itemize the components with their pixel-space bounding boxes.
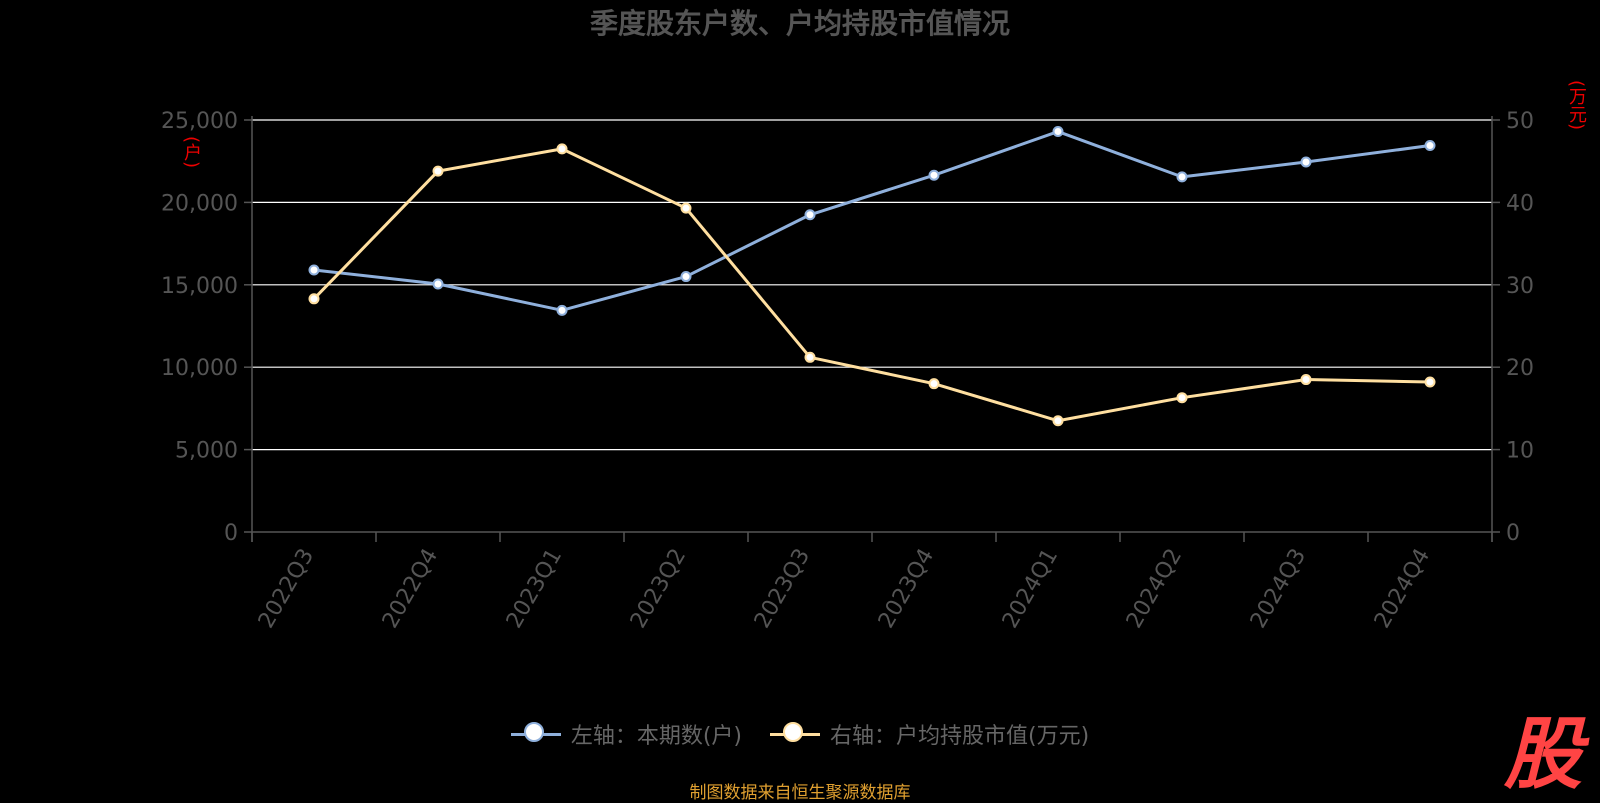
series [308,126,1436,427]
data-point-households [1176,171,1188,183]
axes: 0 5,000 10,000 15,000 20,000 25,000 0 10 20 30 40 5… [161,109,1534,633]
left-axis-unit: (户) [181,136,202,169]
data-point-value [928,378,940,390]
legend-item-value[interactable]: 右轴：户均持股市值(万元) [770,718,1089,750]
data-point-households [432,278,444,290]
left-tick-label: 15,000 [161,274,238,299]
x-tick-label: 2023Q1 [502,545,567,633]
data-point-value [308,293,320,305]
x-tick-label: 2024Q4 [1370,545,1435,633]
right-tick-label: 40 [1506,191,1534,216]
source-note: 制图数据来自恒生聚源数据库 [689,783,911,803]
data-point-households [556,304,568,316]
series-line-value [312,147,1431,423]
data-point-households [804,209,816,221]
data-point-value [1052,415,1064,427]
data-point-value [804,351,816,363]
data-point-value [556,143,568,155]
x-tick-label: 2024Q2 [1122,545,1187,633]
chart-title: 季度股东户数、户均持股市值情况 [589,7,1010,40]
data-point-households [680,271,692,283]
left-tick-label: 10,000 [161,356,238,381]
data-point-value [1424,376,1436,388]
right-tick-label: 10 [1506,439,1534,464]
x-tick-label: 2022Q3 [254,545,319,633]
right-tick-label: 0 [1506,521,1520,546]
data-point-value [1300,374,1312,386]
data-point-value [680,202,692,214]
x-tick-label: 2023Q3 [750,545,815,633]
right-axis-unit: (万元) [1566,80,1587,131]
x-tick-label: 2024Q1 [998,545,1063,633]
left-tick-label: 25,000 [161,109,238,134]
legend-label-value: 右轴：户均持股市值(万元) [830,724,1090,749]
data-point-households [1424,140,1436,152]
data-point-households [308,264,320,276]
data-point-value [1176,392,1188,404]
legend: 左轴：本期数(户) 右轴：户均持股市值(万元) [0,718,1600,750]
x-tick-label: 2024Q3 [1246,545,1311,633]
data-point-households [1300,156,1312,168]
data-point-value [432,165,444,177]
grid-lines [252,119,1492,451]
legend-swatch-value [770,721,820,742]
left-tick-label: 5,000 [175,439,238,464]
data-point-households [1052,126,1064,138]
right-tick-label: 30 [1506,274,1534,299]
legend-item-households[interactable]: 左轴：本期数(户) [510,718,742,750]
legend-label-households: 左轴：本期数(户) [570,724,742,749]
left-tick-label: 0 [224,521,238,546]
right-tick-label: 20 [1506,356,1534,381]
data-point-households [928,169,940,181]
x-tick-label: 2023Q4 [874,545,939,633]
x-tick-label: 2022Q4 [378,545,443,633]
right-tick-label: 50 [1506,109,1534,134]
series-line-households [313,130,1431,312]
x-tick-label: 2023Q2 [626,545,691,633]
left-tick-label: 20,000 [161,191,238,216]
legend-swatch-households [510,721,561,742]
brand-logo: 股 [1503,710,1582,800]
